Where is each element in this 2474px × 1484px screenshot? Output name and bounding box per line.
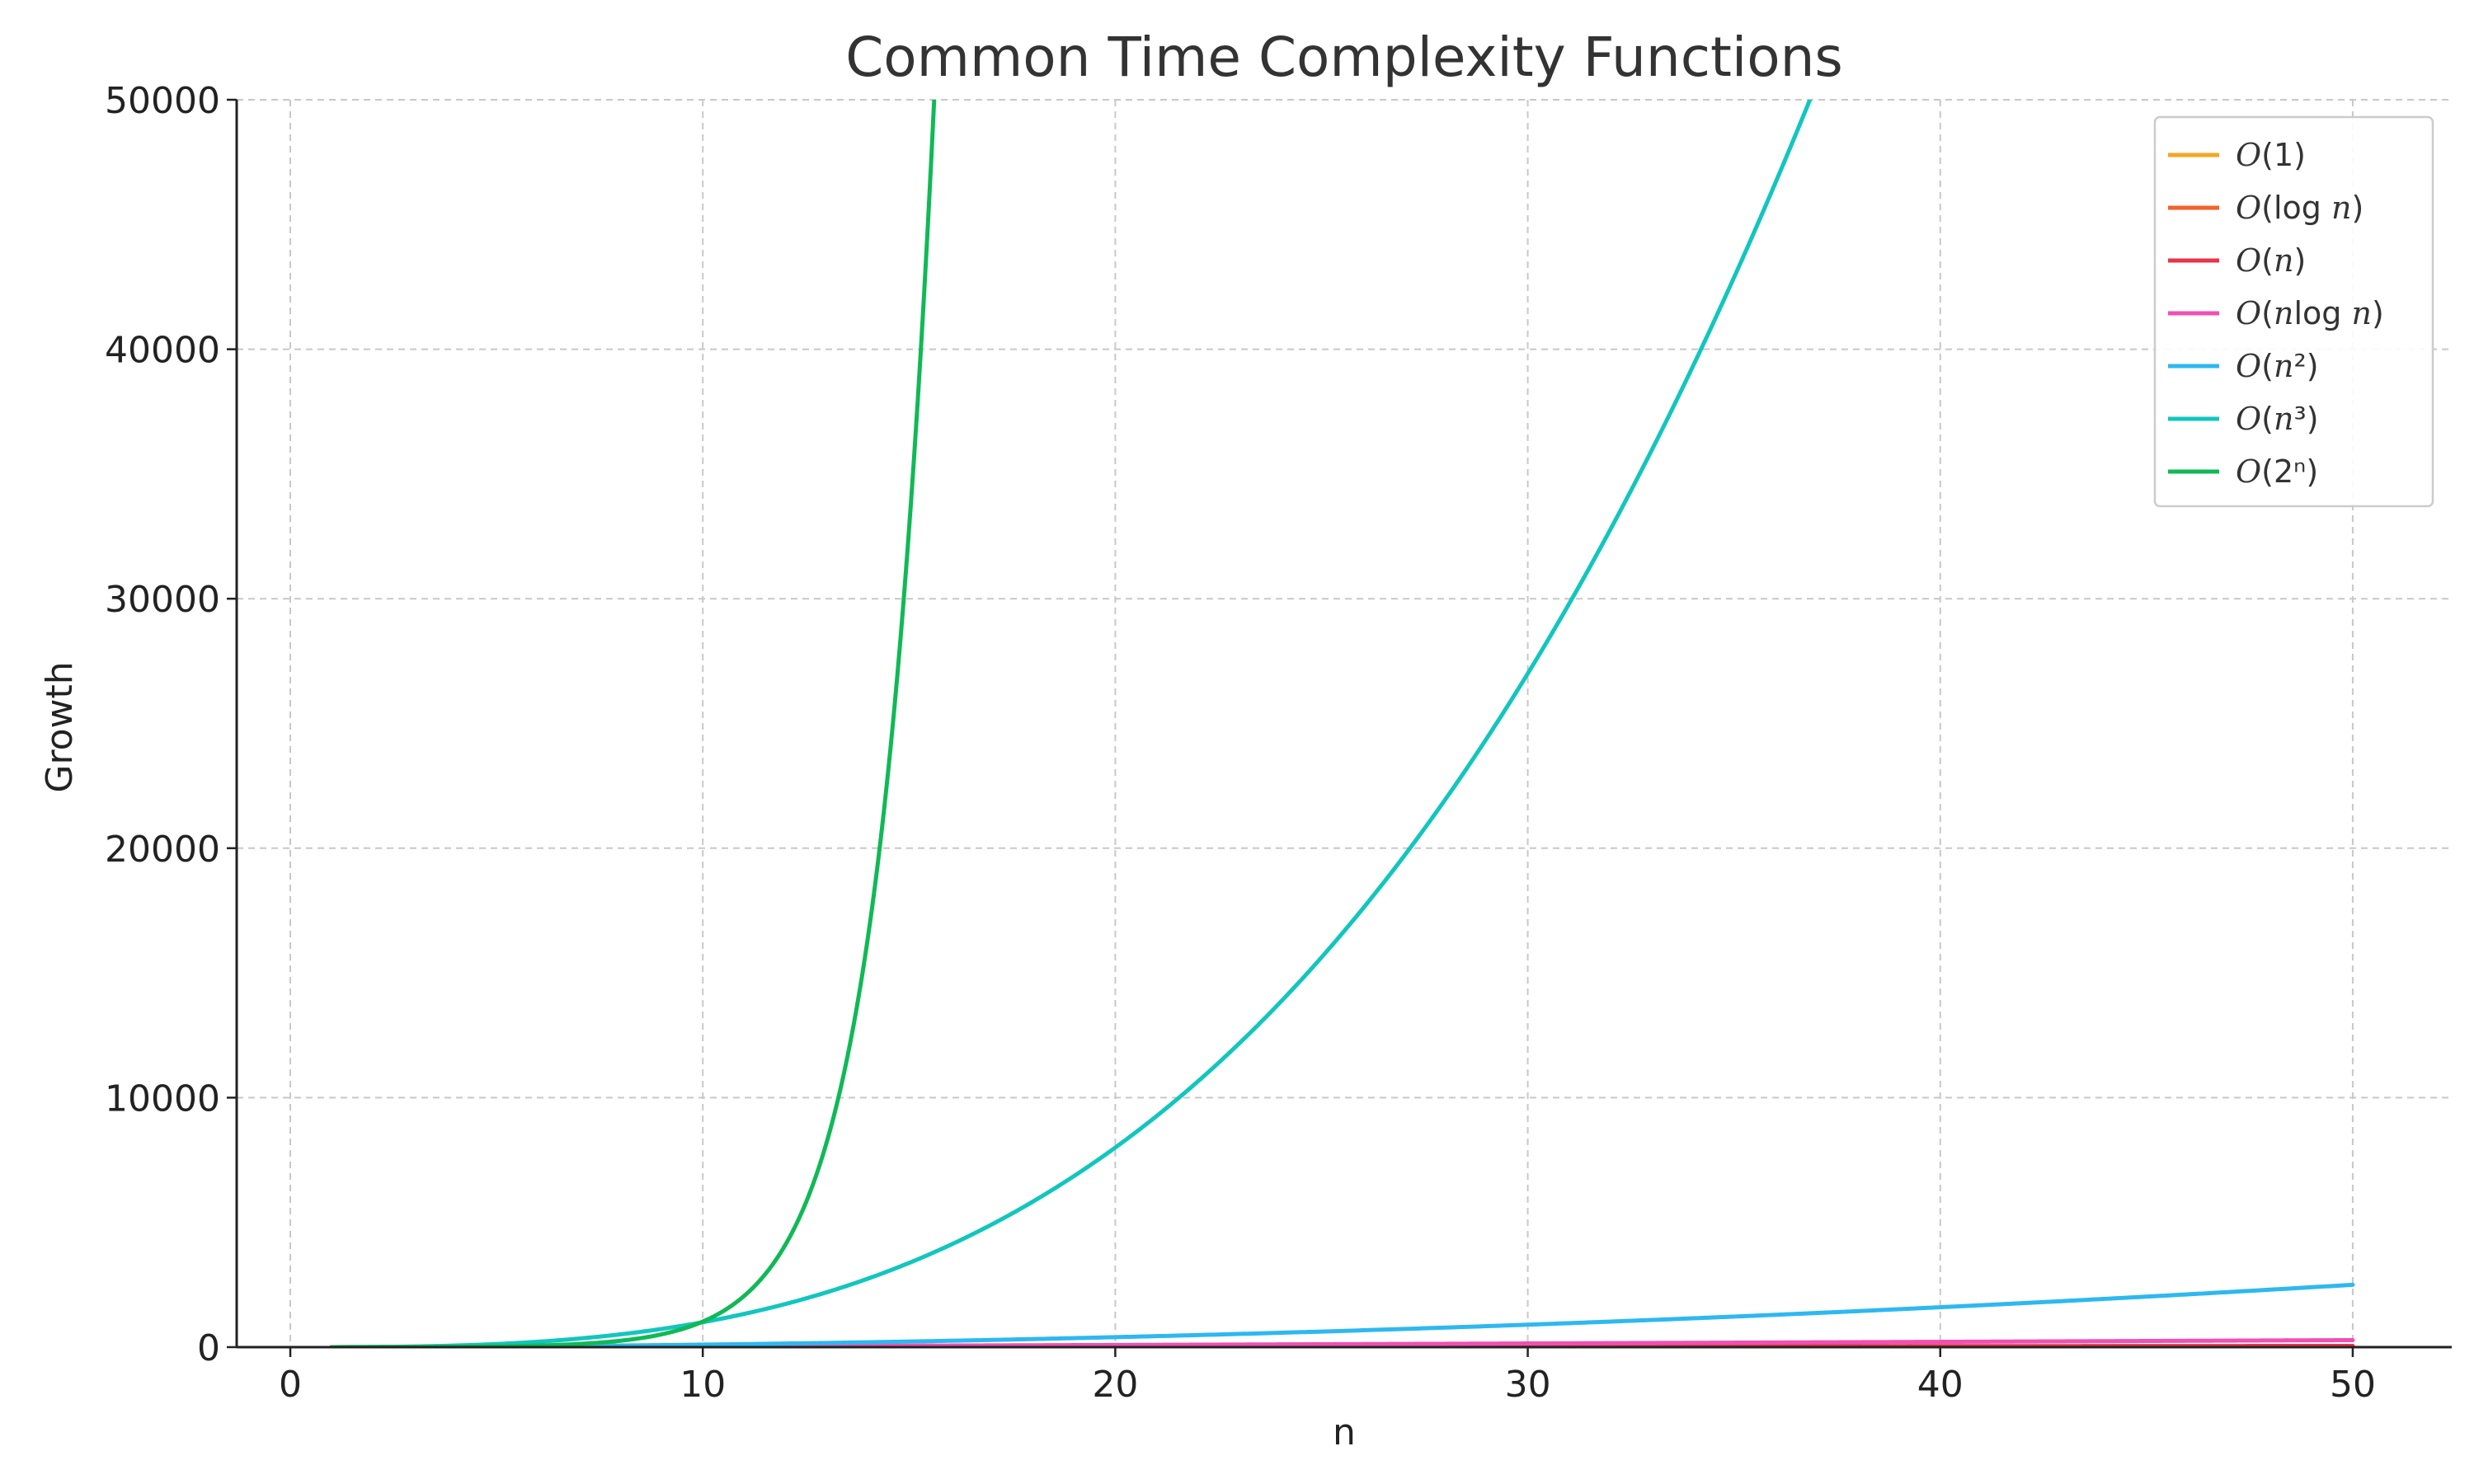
legend-box (2153, 115, 2434, 508)
y-tick-label: 20000 (105, 829, 220, 871)
y-tick-label: 10000 (105, 1078, 220, 1120)
x-tick-label: 20 (1092, 1364, 1138, 1406)
legend-label: O(n²) (2236, 348, 2319, 384)
ticks: 0 10 20 30 40 50 0 10000 20000 30000 40000 50000 (105, 80, 2376, 1406)
legend-label: O(log n) (2236, 190, 2363, 226)
x-tick-label: 50 (2330, 1364, 2376, 1406)
y-tick-label: 50000 (105, 80, 220, 122)
y-tick-label: 40000 (105, 330, 220, 372)
x-tick-label: 30 (1505, 1364, 1551, 1406)
legend-label: O(n) (2236, 242, 2306, 279)
legend-label: O(n³) (2236, 401, 2319, 437)
y-tick-label: 0 (197, 1327, 220, 1369)
legend-label: O(nlog n) (2236, 295, 2384, 331)
series-line-2-n (329, 100, 937, 1347)
legend: O(1) O(log n) O(n) O(nlog n) O(n²) O(n³) O(2ⁿ) (2153, 115, 2434, 508)
series-line-n-3 (329, 100, 1813, 1347)
legend-label: O(2ⁿ) (2236, 453, 2318, 490)
x-tick-label: 10 (680, 1364, 726, 1406)
y-axis-title: Growth (39, 661, 81, 792)
x-axis-title: n (1333, 1411, 1356, 1453)
y-tick-label: 30000 (105, 579, 220, 621)
x-tick-label: 0 (279, 1364, 302, 1406)
x-tick-label: 40 (1917, 1364, 1964, 1406)
grid (237, 99, 2452, 1348)
axes (235, 100, 2452, 1349)
series-group (329, 100, 2355, 1347)
chart-title: Common Time Complexity Functions (845, 26, 1843, 89)
legend-label: O(1) (2236, 137, 2306, 173)
series-line-n-2 (329, 1282, 2355, 1347)
